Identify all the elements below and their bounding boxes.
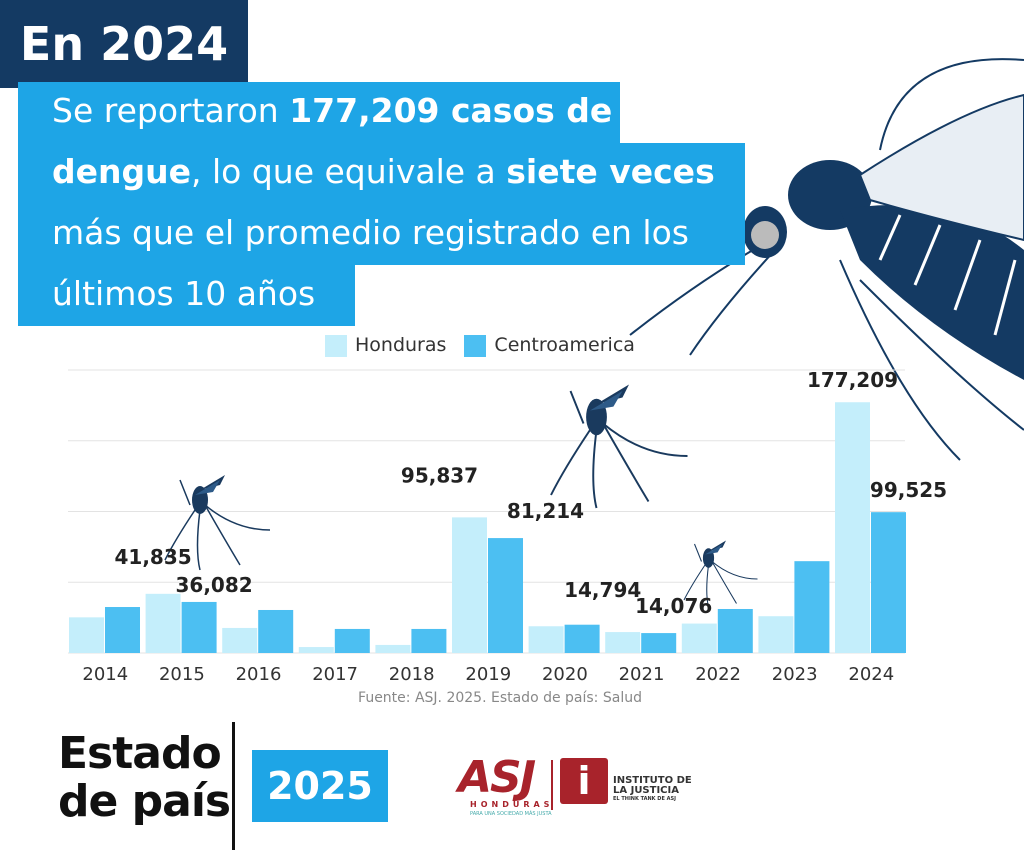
data-label: 36,082	[176, 573, 253, 597]
bar-honduras-2024	[835, 402, 870, 653]
x-tick-label: 2020	[542, 664, 588, 685]
bar-honduras-2015	[145, 593, 181, 653]
bar-centroamerica-2021	[641, 633, 677, 653]
bar-centroamerica-2022	[717, 608, 753, 653]
publication-year: 2025	[252, 750, 388, 822]
bar-honduras-2020	[528, 626, 564, 653]
legend-swatch	[464, 334, 487, 357]
bar-centroamerica-2024	[871, 512, 906, 653]
bar-centroamerica-2016	[258, 609, 294, 653]
bar-honduras-2022	[681, 623, 717, 653]
data-label: 14,794	[564, 578, 641, 602]
bar-centroamerica-2014	[105, 607, 140, 653]
x-tick-label: 2024	[848, 664, 894, 685]
instituto-logo-text: INSTITUTO DE LA JUSTICIA EL THINK TANK DE …	[613, 776, 692, 803]
chart-source: Fuente: ASJ. 2025. Estado de país: Salud	[358, 690, 642, 706]
headline-text: Se reportaron	[52, 91, 290, 130]
divider	[232, 722, 235, 850]
instituto-line: LA JUSTICIA	[613, 785, 679, 796]
info-logo-icon: i	[560, 758, 608, 804]
bar-honduras-2023	[758, 616, 794, 653]
data-label: 95,837	[401, 463, 478, 487]
asj-logo-tagline: PARA UNA SOCIEDAD MÁS JUSTA	[470, 811, 552, 817]
publication-title: Estado de país	[58, 728, 231, 827]
data-label: 14,076	[635, 594, 712, 618]
bar-centroamerica-2018	[411, 628, 447, 653]
headline-line-3: más que el promedio registrado en los	[18, 204, 745, 265]
logo-divider	[551, 760, 553, 810]
x-tick-label: 2015	[159, 664, 205, 685]
legend-item-honduras: Honduras	[325, 334, 446, 357]
x-tick-label: 2014	[82, 664, 128, 685]
mosquito-icon	[550, 384, 688, 509]
bar-honduras-2014	[69, 617, 104, 653]
mosquito-icon	[164, 475, 271, 571]
bar-centroamerica-2019	[488, 538, 523, 653]
chart-legend: Honduras Centroamerica	[325, 334, 635, 357]
bar-centroamerica-2015	[181, 601, 217, 653]
data-label: 81,214	[507, 499, 584, 523]
asj-logo: ASJ	[458, 752, 536, 803]
asj-logo-subtitle: HONDURAS	[470, 800, 554, 809]
bar-chart: 2014 2015 2016 2017 2018 2019 2020 2021 2022 2023…	[68, 368, 947, 685]
instituto-tagline: EL THINK TANK DE ASJ	[613, 796, 676, 802]
headline-line-4: últimos 10 años	[18, 265, 355, 326]
x-tick-label: 2021	[619, 664, 665, 685]
x-tick-label: 2017	[312, 664, 358, 685]
data-label: 177,209	[807, 368, 898, 392]
x-tick-label: 2019	[465, 664, 511, 685]
headline-line-2: dengue, lo que equivale a siete veces	[18, 143, 745, 204]
legend-item-centroamerica: Centroamerica	[464, 334, 635, 357]
mosquito-icon	[683, 540, 758, 608]
publication-title-line: Estado	[58, 728, 222, 779]
headline-emphasis: dengue	[52, 152, 191, 191]
page-title: En 2024	[0, 0, 248, 88]
x-tick-label: 2023	[772, 664, 818, 685]
x-tick-label: 2016	[236, 664, 282, 685]
bar-honduras-2019	[452, 517, 487, 653]
legend-label: Centroamerica	[494, 334, 635, 356]
x-tick-label: 2022	[695, 664, 741, 685]
publication-title-line: de país	[58, 776, 231, 827]
x-tick-label: 2018	[389, 664, 435, 685]
legend-swatch	[325, 334, 347, 357]
headline-line-1: Se reportaron 177,209 casos de	[18, 82, 620, 143]
data-label: 41,835	[115, 545, 192, 569]
data-label: 99,525	[870, 478, 947, 502]
bar-centroamerica-2023	[794, 561, 830, 653]
headline-emphasis: siete veces	[506, 152, 715, 191]
bar-honduras-2018	[375, 644, 411, 653]
headline-emphasis: 177,209 casos de	[289, 91, 613, 130]
bar-honduras-2017	[298, 647, 334, 653]
legend-label: Honduras	[355, 334, 447, 356]
bar-honduras-2021	[605, 632, 641, 653]
bar-honduras-2016	[222, 627, 258, 653]
headline-text: , lo que equivale a	[191, 152, 507, 191]
bar-centroamerica-2017	[334, 628, 370, 653]
instituto-line: INSTITUTO DE	[613, 775, 692, 786]
bar-centroamerica-2020	[564, 624, 600, 653]
